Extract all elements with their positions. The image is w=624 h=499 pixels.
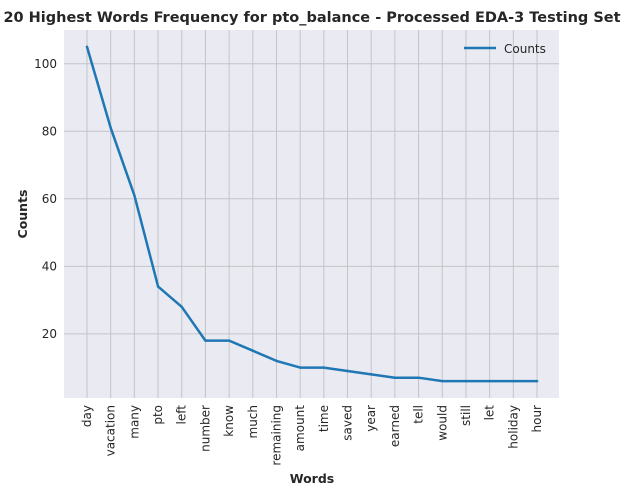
y-tick-label: 40 bbox=[42, 259, 57, 273]
x-tick-label: would bbox=[435, 405, 449, 441]
data-point bbox=[298, 366, 302, 369]
y-tick-label: 100 bbox=[34, 57, 57, 71]
data-point bbox=[227, 339, 231, 342]
data-point bbox=[204, 339, 207, 342]
data-point bbox=[370, 373, 373, 376]
x-tick-label: day bbox=[80, 405, 94, 427]
data-point bbox=[180, 305, 183, 309]
data-point bbox=[464, 379, 468, 383]
data-point bbox=[535, 379, 539, 383]
x-tick-label: holiday bbox=[506, 405, 520, 449]
data-point bbox=[488, 379, 491, 383]
x-tick-label: left bbox=[175, 405, 189, 425]
x-tick-label: number bbox=[198, 405, 212, 452]
series-line bbox=[85, 45, 539, 383]
x-axis-label: Words bbox=[290, 471, 334, 486]
data-point bbox=[85, 45, 89, 49]
data-point bbox=[393, 376, 397, 379]
x-tick-label: time bbox=[317, 405, 331, 432]
x-tick-labels: day vacation many pto left number know much rema… bbox=[80, 405, 544, 466]
data-point bbox=[251, 349, 254, 352]
x-tick-label: earned bbox=[388, 405, 402, 447]
x-tick-label: let bbox=[483, 405, 497, 421]
y-tick-label: 60 bbox=[42, 192, 57, 206]
data-point bbox=[441, 379, 444, 383]
x-tick-label: pto bbox=[151, 405, 165, 425]
x-tick-label: hour bbox=[530, 405, 544, 433]
y-tick-label: 80 bbox=[42, 124, 57, 138]
x-tick-label: saved bbox=[341, 405, 355, 441]
data-point bbox=[109, 126, 112, 130]
data-point bbox=[133, 194, 136, 197]
plot-area bbox=[64, 30, 559, 398]
x-tick-label: remaining bbox=[269, 405, 283, 466]
y-tick-labels: 20 40 60 80 100 bbox=[34, 57, 57, 341]
x-tick-label: amount bbox=[293, 405, 307, 452]
data-point bbox=[346, 369, 349, 373]
legend-label: Counts bbox=[504, 42, 546, 56]
data-point bbox=[322, 366, 326, 369]
x-tick-label: many bbox=[127, 405, 141, 439]
data-point bbox=[156, 285, 160, 288]
data-point bbox=[512, 379, 515, 383]
legend: Counts bbox=[464, 42, 546, 56]
x-tick-label: know bbox=[222, 405, 236, 437]
y-axis-label: Counts bbox=[15, 190, 30, 239]
x-tick-label: vacation bbox=[104, 405, 118, 456]
data-point bbox=[275, 359, 278, 363]
x-tick-label: year bbox=[364, 405, 378, 432]
x-tick-label: tell bbox=[412, 405, 426, 424]
x-tick-label: much bbox=[246, 405, 260, 439]
series-layer bbox=[85, 45, 539, 383]
grid bbox=[64, 30, 559, 398]
x-tick-label: still bbox=[459, 405, 473, 426]
y-tick-label: 20 bbox=[42, 327, 57, 341]
data-point bbox=[417, 376, 420, 379]
chart-title: 20 Highest Words Frequency for pto_balan… bbox=[3, 10, 620, 26]
